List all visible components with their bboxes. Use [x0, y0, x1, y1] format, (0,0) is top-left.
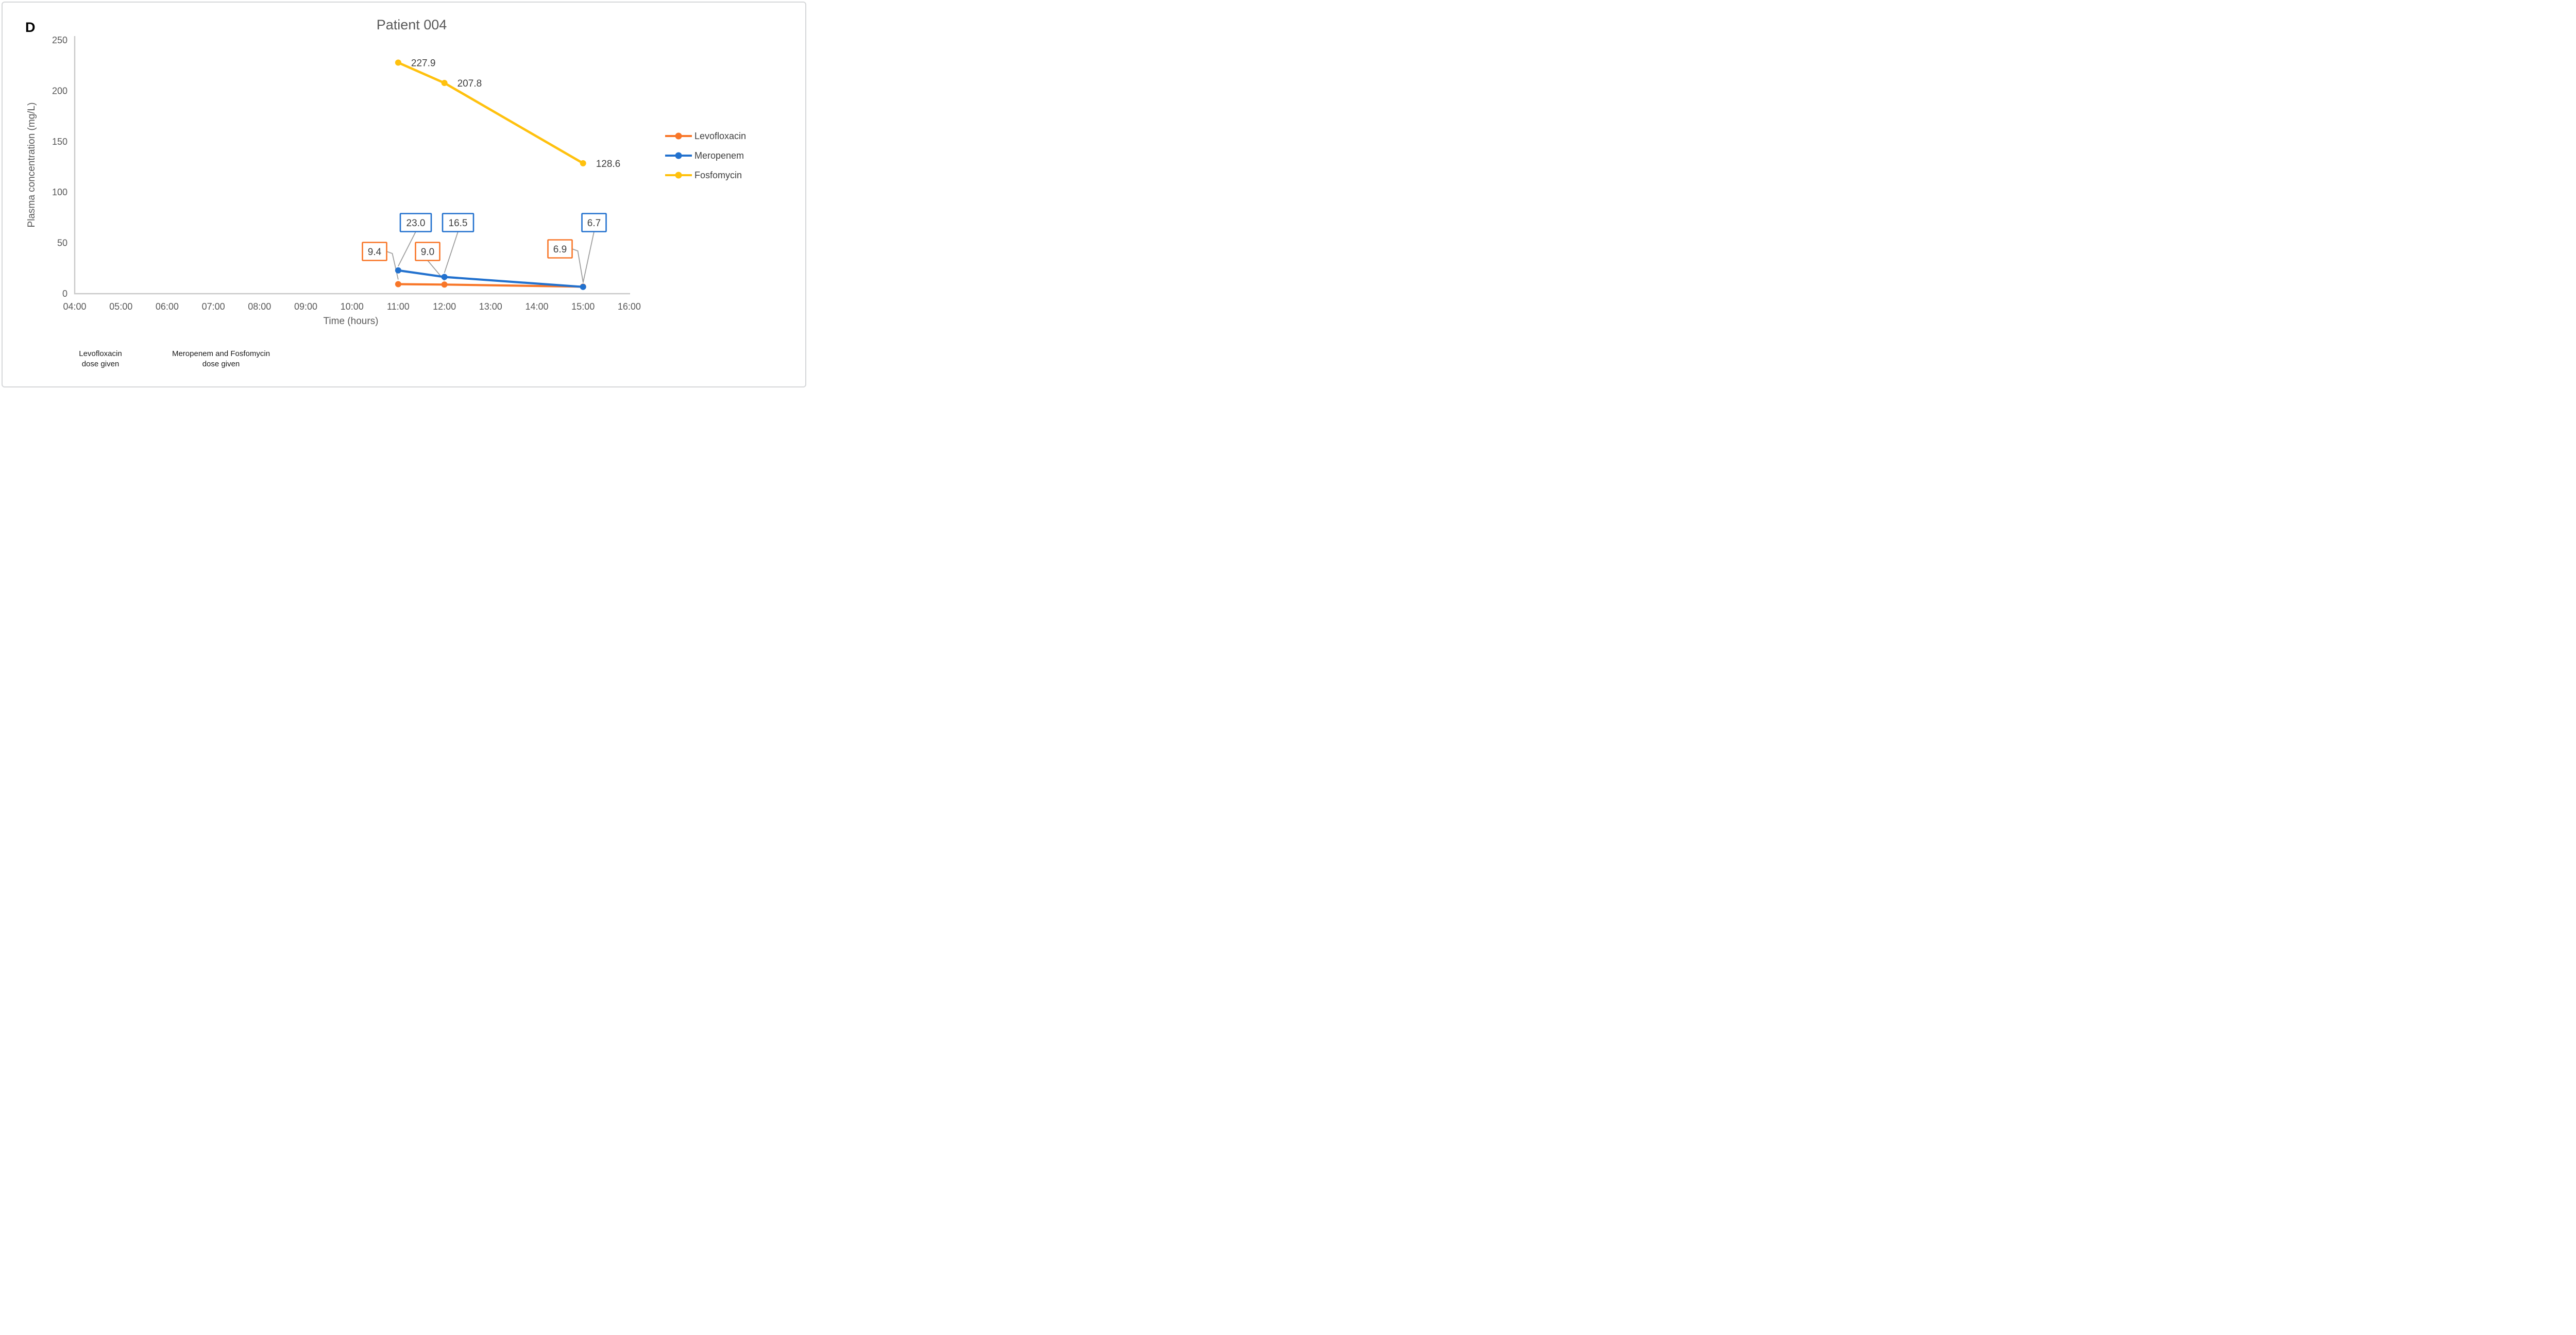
data-label-fosfomycin: 207.8: [457, 78, 482, 89]
legend-label: Meropenem: [694, 150, 744, 161]
data-labels: 9.4 9.0 6.9 23.0 16.5 6.7 227.9 207.8 128.6: [362, 58, 621, 261]
x-tick-label: 06:00: [156, 301, 179, 312]
legend-marker-fosfomycin: [665, 172, 692, 179]
leader-line: [572, 248, 584, 282]
x-tick-label: 08:00: [248, 301, 271, 312]
y-tick-label: 50: [57, 238, 67, 248]
x-tick-label: 05:00: [109, 301, 132, 312]
data-label-levofloxacin: 9.4: [368, 247, 382, 258]
leader-line: [386, 251, 399, 280]
x-tick-label: 12:00: [433, 301, 456, 312]
y-tick-label: 0: [62, 289, 67, 299]
annotation-line: dose given: [202, 360, 240, 368]
annotation-line: Meropenem and Fosfomycin: [172, 349, 270, 358]
x-tick-label: 09:00: [294, 301, 317, 312]
data-point-fosfomycin: [580, 160, 586, 166]
x-tick-label: 04:00: [63, 301, 86, 312]
annotation-line: dose given: [81, 360, 120, 368]
y-tick-label: 100: [52, 187, 67, 197]
legend-marker-levofloxacin: [665, 132, 692, 140]
dose-annotation-levofloxacin: Levofloxacin dose given: [79, 349, 122, 369]
data-label-box-levofloxacin: [547, 239, 573, 259]
plot-area: 0 50 100 150 200 250 04:00 05:00 06:00 07:00 08:00…: [52, 35, 641, 312]
chart-title: Patient 004: [376, 17, 447, 32]
data-point-levofloxacin: [441, 281, 448, 288]
x-tick-label: 16:00: [618, 301, 641, 312]
legend-item-meropenem: Meropenem: [665, 149, 746, 162]
legend-marker-meropenem: [665, 152, 692, 159]
data-label-meropenem: 6.7: [587, 218, 601, 229]
data-point-levofloxacin: [395, 281, 401, 288]
data-label-fosfomycin: 227.9: [411, 58, 436, 69]
figure-panel: D Patient 004 Plasma concentration (mg/L…: [2, 2, 806, 387]
x-tick-label: 13:00: [479, 301, 502, 312]
data-label-box-levofloxacin: [362, 242, 387, 261]
leader-line: [582, 231, 595, 283]
data-label-meropenem: 23.0: [406, 218, 426, 229]
x-axis-title: Time (hours): [323, 316, 379, 327]
leader-line: [398, 231, 416, 267]
axis-lines: [74, 36, 630, 295]
legend-label: Levofloxacin: [694, 130, 747, 141]
legend-item-fosfomycin: Fosfomycin: [665, 168, 746, 182]
data-label-levofloxacin: 9.0: [421, 247, 434, 258]
data-label-box-meropenem: [442, 213, 474, 232]
data-label-box-meropenem: [399, 213, 432, 232]
x-tick-label: 10:00: [341, 301, 364, 312]
panel-label: D: [25, 20, 36, 35]
data-point-meropenem: [580, 283, 586, 290]
leader-line: [444, 231, 459, 273]
data-point-meropenem: [395, 267, 401, 274]
data-label-levofloxacin: 6.9: [553, 244, 567, 255]
data-label-meropenem: 16.5: [449, 218, 468, 229]
dose-annotation-meropenem-fosfomycin: Meropenem and Fosfomycin dose given: [172, 349, 270, 369]
x-tick-label: 14:00: [525, 301, 548, 312]
legend-item-levofloxacin: Levofloxacin: [665, 129, 746, 143]
data-label-box-meropenem: [581, 213, 607, 232]
legend-label: Fosfomycin: [694, 170, 742, 180]
data-label-box-levofloxacin: [415, 242, 440, 261]
series-line-fosfomycin: [397, 61, 584, 165]
data-label-fosfomycin: 128.6: [596, 159, 621, 170]
y-tick-label: 250: [52, 35, 67, 45]
annotation-line: Levofloxacin: [79, 349, 122, 358]
series-lines: [395, 59, 586, 290]
data-point-fosfomycin: [395, 59, 401, 66]
x-tick-label: 15:00: [571, 301, 595, 312]
data-point-fosfomycin: [441, 80, 448, 87]
x-tick-label: 11:00: [387, 301, 410, 312]
y-tick-label: 200: [52, 86, 67, 96]
legend: Levofloxacin Meropenem Fosfomycin: [665, 129, 746, 188]
y-tick-label: 150: [52, 137, 67, 147]
x-tick-label: 07:00: [202, 301, 225, 312]
data-point-meropenem: [441, 274, 448, 280]
